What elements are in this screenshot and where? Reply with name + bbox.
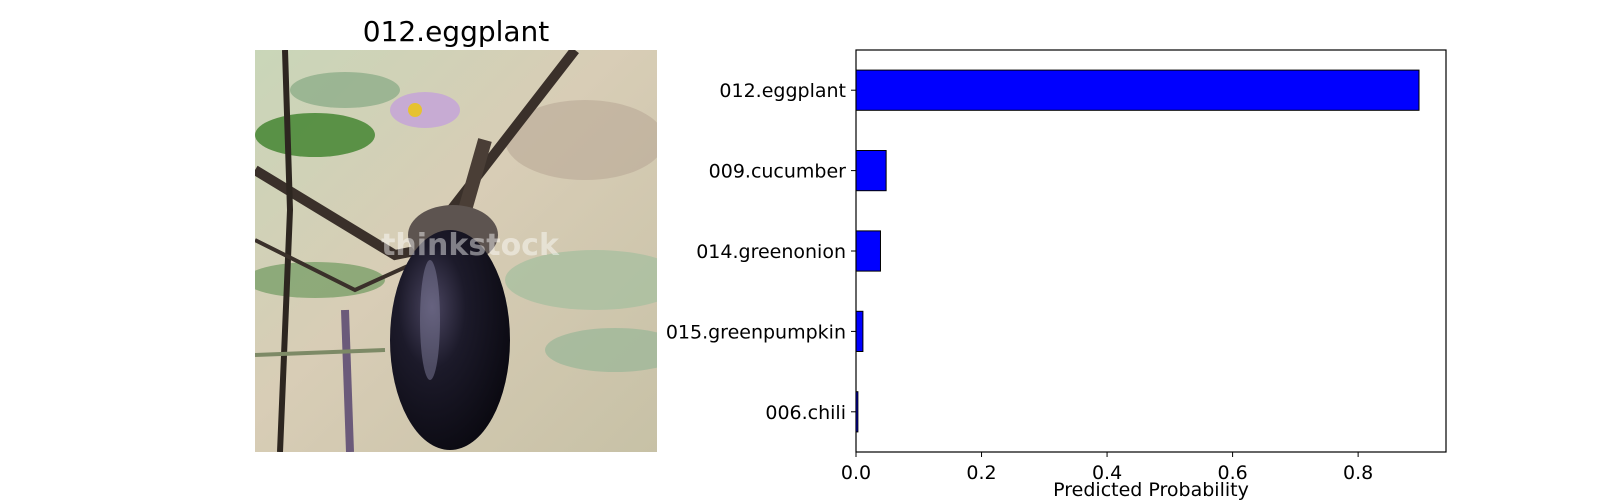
y-tick-label: 006.chili: [765, 402, 846, 424]
image-title: 012.eggplant: [362, 15, 550, 48]
y-tick-label: 012.eggplant: [719, 80, 846, 102]
bar-014.greenonion: [855, 230, 881, 272]
x-tick-label: 0.4: [1092, 462, 1122, 484]
eggplant-photo: thinkstock: [255, 50, 657, 452]
x-axis-label: Predicted Probability: [1053, 479, 1249, 500]
bar-015.greenpumpkin: [855, 310, 864, 352]
bar-012.eggplant: [855, 69, 1420, 111]
y-tick-label: 009.cucumber: [709, 161, 847, 183]
x-tick-label: 0.6: [1217, 462, 1247, 484]
y-tick-label: 014.greenonion: [696, 241, 846, 263]
watermark: thinkstock: [381, 228, 560, 263]
y-tick-label: 015.greenpumpkin: [666, 321, 846, 343]
x-axis: 0.0 0.2 0.4 0.6 0.8: [841, 452, 1373, 484]
bars-group: [855, 69, 1420, 433]
x-tick-label: 0.0: [841, 462, 871, 484]
x-tick-label: 0.8: [1343, 462, 1373, 484]
bar-009.cucumber: [855, 150, 887, 192]
x-tick-label: 0.2: [966, 462, 996, 484]
y-axis: 012.eggplant 009.cucumber 014.greenonion 01…: [666, 80, 856, 424]
